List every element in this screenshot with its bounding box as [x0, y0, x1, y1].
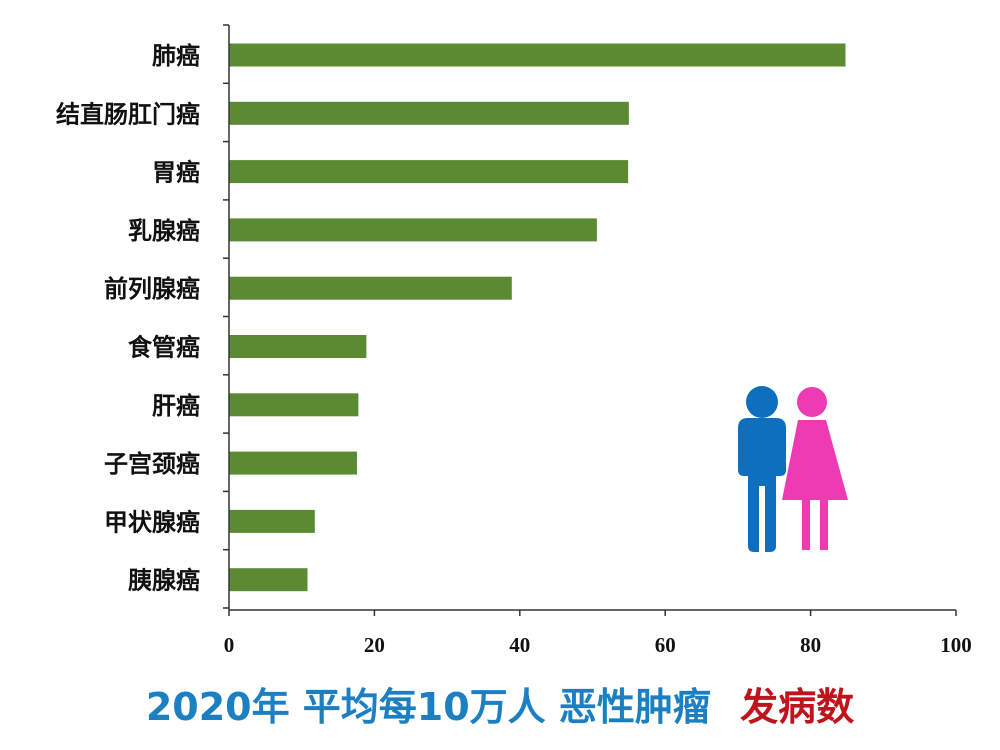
category-label-7: 子宫颈癌	[104, 450, 200, 478]
category-label-2: 胃癌	[152, 159, 200, 187]
bar-4	[229, 276, 512, 300]
category-label-4: 前列腺癌	[104, 275, 200, 303]
caption-main-text: 2020年 平均每10万人 恶性肿瘤	[145, 685, 711, 729]
category-label-3: 乳腺癌	[128, 217, 200, 245]
bar-9	[229, 568, 308, 592]
x-tick-label-4: 80	[800, 633, 821, 657]
bar-5	[229, 335, 367, 358]
caption-highlight-text: 发病数	[740, 685, 855, 729]
category-label-0: 肺癌	[152, 42, 200, 70]
bar-8	[229, 509, 315, 533]
category-label-6: 肝癌	[152, 392, 200, 420]
category-label-1: 结直肠肛门癌	[56, 100, 200, 128]
bar-2	[229, 160, 629, 184]
x-tick-label-5: 100	[940, 633, 972, 657]
x-tick-label-0: 0	[224, 633, 235, 657]
category-label-9: 胰腺癌	[128, 567, 200, 595]
x-tick-label-3: 60	[655, 633, 676, 657]
female-figure-icon	[782, 387, 848, 550]
category-label-8: 甲状腺癌	[104, 508, 200, 536]
bar-6	[229, 393, 359, 417]
bar-1	[229, 101, 629, 125]
x-tick-label-2: 40	[509, 633, 530, 657]
bar-0	[229, 43, 846, 67]
category-label-5: 食管癌	[128, 334, 200, 362]
axes-group	[223, 24, 957, 616]
bar-7	[229, 451, 357, 475]
bars-group	[229, 43, 846, 592]
bar-3	[229, 218, 597, 242]
male-figure-icon	[738, 386, 786, 552]
x-tick-label-1: 20	[364, 633, 385, 657]
chart-caption: 2020年 平均每10万人 恶性肿瘤 发病数	[0, 676, 1000, 731]
